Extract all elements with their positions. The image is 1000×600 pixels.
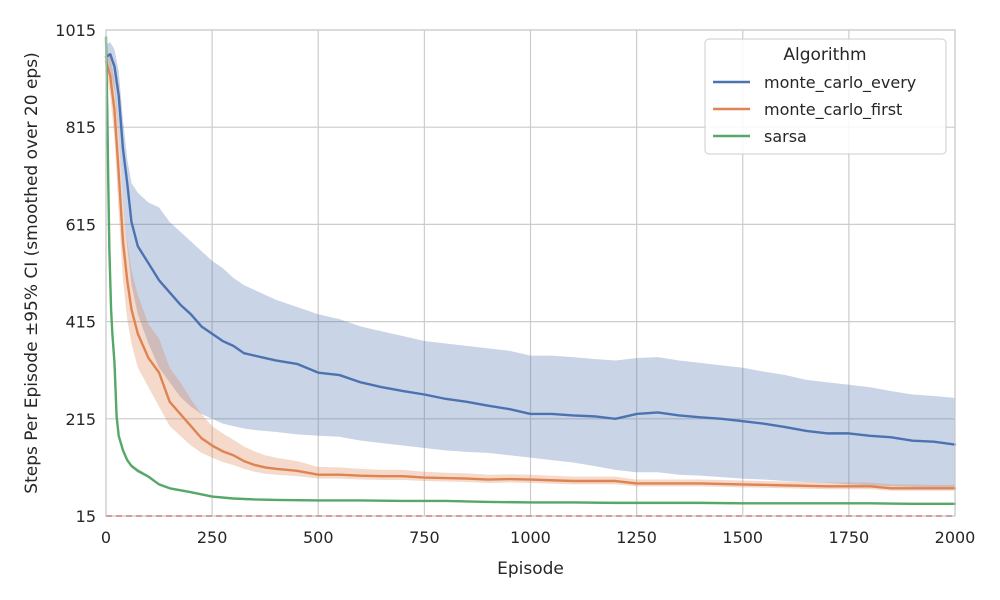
y-tick-labels: 15 215 415 615 815 1015 xyxy=(55,21,96,526)
legend: Algorithm monte_carlo_every monte_carlo_f… xyxy=(704,38,947,155)
x-tick-label: 250 xyxy=(197,528,228,547)
y-tick-label: 615 xyxy=(65,215,96,234)
x-tick-label: 2000 xyxy=(935,528,976,547)
confidence-bands xyxy=(106,34,955,505)
x-tick-label: 0 xyxy=(101,528,111,547)
x-tick-label: 750 xyxy=(409,528,440,547)
x-tick-labels: 0 250 500 750 1000 1250 1500 1750 2000 xyxy=(101,528,975,547)
plot-frame xyxy=(105,29,956,517)
x-tick-label: 1500 xyxy=(722,528,763,547)
y-axis-label: Steps Per Episode ±95% CI (smoothed over… xyxy=(22,52,42,493)
legend-label-monte_carlo_first: monte_carlo_first xyxy=(764,100,902,120)
x-tick-label: 1250 xyxy=(616,528,657,547)
series-line-monte_carlo_every xyxy=(104,53,957,446)
x-tick-label: 1750 xyxy=(829,528,870,547)
series-lines xyxy=(104,36,957,506)
legend-label-monte_carlo_every: monte_carlo_every xyxy=(764,73,916,93)
y-tick-label: 815 xyxy=(65,118,96,137)
x-axis-label: Episode xyxy=(497,559,564,579)
y-tick-label: 1015 xyxy=(55,21,96,40)
legend-label-sarsa: sarsa xyxy=(764,127,807,146)
ci-band-monte_carlo_every xyxy=(106,42,955,489)
legend-box xyxy=(704,38,947,155)
y-tick-label: 415 xyxy=(65,313,96,332)
legend-title: Algorithm xyxy=(783,45,866,65)
series-line-sarsa xyxy=(104,36,957,506)
x-tick-label: 1000 xyxy=(510,528,551,547)
series-line-monte_carlo_first xyxy=(104,60,957,490)
x-tick-label: 500 xyxy=(303,528,334,547)
y-tick-label: 215 xyxy=(65,410,96,429)
y-tick-label: 15 xyxy=(76,507,96,526)
